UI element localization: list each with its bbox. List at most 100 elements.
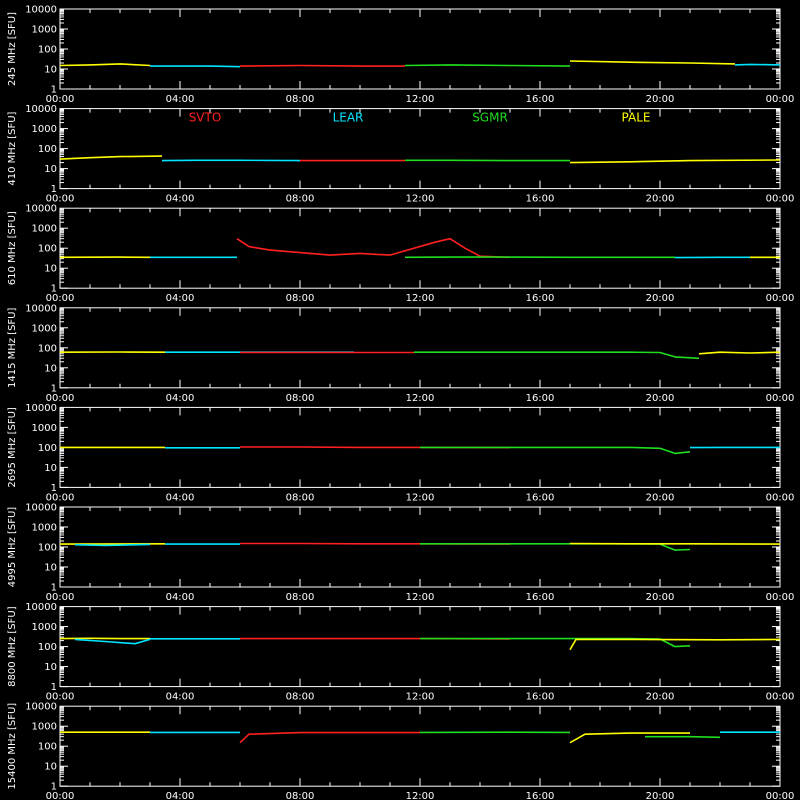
y-tick-label: 1	[51, 782, 57, 793]
panel-7: 1 10 100 1000 10000 00:00 04:00 08:00 12:00 16:00…	[7, 702, 794, 800]
series-pale-line	[569, 60, 736, 65]
x-tick-label: 20:00	[646, 791, 675, 800]
y-axis-label: 245 MHz [SFU]	[7, 12, 18, 86]
series-pale-line	[569, 542, 781, 545]
x-tick-label: 12:00	[406, 692, 435, 703]
x-tick-label: 16:00	[526, 791, 555, 800]
x-tick-label: 12:00	[406, 592, 435, 603]
x-tick-label: 08:00	[286, 94, 315, 105]
legend-entry-lear: LEAR	[333, 111, 364, 125]
legend-entry-sgmr: SGMR	[472, 111, 508, 125]
y-tick-label: 100	[38, 642, 57, 653]
series-lear-line	[74, 638, 151, 645]
x-tick-label: 00:00	[46, 492, 75, 503]
x-tick-label: 12:00	[406, 393, 435, 404]
y-axis-label: 15400 MHz [SFU]	[7, 703, 18, 790]
x-tick-label: 08:00	[286, 194, 315, 205]
y-tick-label: 100	[38, 443, 57, 454]
series-pale-line	[59, 63, 151, 67]
series-svto-line	[236, 237, 511, 259]
series-lear-line	[74, 543, 151, 547]
y-tick-label: 1	[51, 184, 57, 195]
y-tick-label: 10	[44, 164, 57, 175]
x-tick-label: 20:00	[646, 492, 675, 503]
y-tick-label: 1000	[32, 523, 57, 534]
x-tick-label: 00:00	[46, 94, 75, 105]
y-tick-label: 10000	[25, 503, 57, 514]
y-tick-label: 10000	[25, 204, 57, 215]
legend-entry-svto: SVTO	[189, 111, 222, 125]
x-tick-label: 04:00	[166, 293, 195, 304]
series-pale-line	[698, 351, 781, 355]
y-tick-label: 10	[44, 463, 57, 474]
x-tick-label: 08:00	[286, 393, 315, 404]
x-tick-label: 00:00	[766, 293, 795, 304]
y-tick-label: 100	[38, 244, 57, 255]
y-tick-label: 1000	[32, 722, 57, 733]
y-tick-label: 10000	[25, 702, 57, 713]
y-tick-label: 100	[38, 144, 57, 155]
x-tick-label: 04:00	[166, 492, 195, 503]
x-tick-label: 20:00	[646, 692, 675, 703]
y-tick-label: 10000	[25, 602, 57, 613]
x-tick-label: 20:00	[646, 194, 675, 205]
panel-6: 1 10 100 1000 10000 00:00 04:00 08:00 12:00 16:00…	[7, 602, 794, 703]
x-tick-label: 00:00	[46, 692, 75, 703]
y-tick-label: 10000	[25, 403, 57, 414]
panel-0: 1 10 100 1000 10000 00:00 04:00 08:00 12:00 16:00…	[7, 5, 794, 106]
y-tick-label: 10000	[25, 104, 57, 115]
y-tick-label: 1000	[32, 622, 57, 633]
y-tick-label: 1000	[32, 25, 57, 36]
x-tick-label: 08:00	[286, 692, 315, 703]
series-lear-line	[150, 65, 241, 68]
y-tick-label: 10	[44, 264, 57, 275]
x-tick-label: 20:00	[646, 393, 675, 404]
x-tick-label: 00:00	[46, 791, 75, 800]
x-tick-label: 04:00	[166, 393, 195, 404]
y-tick-label: 1	[51, 583, 57, 594]
x-tick-label: 00:00	[766, 791, 795, 800]
x-tick-label: 08:00	[286, 293, 315, 304]
x-tick-label: 08:00	[286, 791, 315, 800]
x-tick-label: 08:00	[286, 492, 315, 503]
series-sgmr-line	[420, 446, 691, 455]
x-tick-label: 20:00	[646, 592, 675, 603]
x-tick-label: 20:00	[646, 293, 675, 304]
y-tick-label: 10	[44, 762, 57, 773]
x-tick-label: 00:00	[766, 692, 795, 703]
x-tick-label: 04:00	[166, 791, 195, 800]
series-sgmr-line	[420, 637, 691, 648]
series-pale-line	[569, 159, 781, 164]
x-tick-label: 00:00	[46, 592, 75, 603]
y-tick-label: 100	[38, 742, 57, 753]
y-tick-label: 1	[51, 682, 57, 693]
x-tick-label: 00:00	[766, 194, 795, 205]
y-axis-label: 8800 MHz [SFU]	[7, 606, 18, 687]
x-tick-label: 16:00	[526, 692, 555, 703]
y-tick-label: 10	[44, 563, 57, 574]
y-tick-label: 1	[51, 85, 57, 96]
x-tick-label: 12:00	[406, 194, 435, 205]
panel-4: 1 10 100 1000 10000 00:00 04:00 08:00 12:00 16:00…	[7, 403, 794, 504]
y-tick-label: 1	[51, 383, 57, 394]
x-tick-label: 04:00	[166, 592, 195, 603]
y-tick-label: 100	[38, 45, 57, 56]
y-tick-label: 10	[44, 65, 57, 76]
legend: SVTO LEAR SGMR PALE	[189, 111, 651, 125]
x-tick-label: 04:00	[166, 692, 195, 703]
series-pale-line	[59, 155, 163, 160]
x-tick-label: 12:00	[406, 791, 435, 800]
y-tick-label: 1	[51, 483, 57, 494]
series-sgmr-line	[404, 64, 571, 67]
x-tick-label: 16:00	[526, 492, 555, 503]
y-tick-label: 100	[38, 543, 57, 554]
x-tick-label: 04:00	[166, 194, 195, 205]
x-tick-label: 16:00	[526, 194, 555, 205]
legend-entry-pale: PALE	[622, 111, 651, 125]
y-axis-label: 1415 MHz [SFU]	[7, 307, 18, 388]
series-pale-line	[569, 638, 781, 651]
x-tick-label: 20:00	[646, 94, 675, 105]
y-axis-label: 410 MHz [SFU]	[7, 111, 18, 185]
